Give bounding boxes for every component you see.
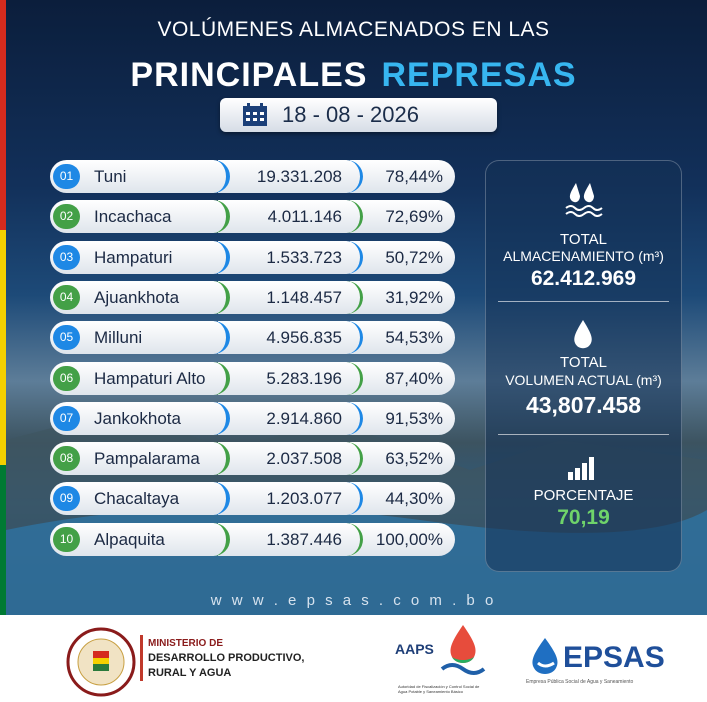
- table-row: 06 Hampaturi Alto 5.283.196 87,40%: [50, 361, 455, 395]
- separator: [498, 434, 669, 435]
- summary-panel: TOTAL ALMACENAMIENTO (m³) 62.412.969 TOT…: [485, 160, 682, 572]
- flag-yellow: [0, 230, 6, 465]
- table-row: 01 Tuni 19.331.208 78,44%: [50, 160, 455, 193]
- volume: 1.387.446: [218, 522, 363, 556]
- reservoir-name: Jankokhota: [50, 401, 230, 435]
- volume: 4.011.146: [218, 200, 363, 234]
- percentage: 50,72%: [350, 240, 455, 274]
- table-row: 09 Chacaltaya 1.203.077 44,30%: [50, 482, 455, 516]
- percentage: 100,00%: [350, 522, 455, 556]
- drop-icon: [574, 320, 592, 349]
- volume: 1.203.077: [218, 482, 363, 516]
- percentage: 87,40%: [350, 361, 455, 395]
- row-number: 01: [53, 164, 80, 189]
- summary-label: TOTAL: [560, 231, 607, 248]
- volume: 4.956.835: [218, 321, 363, 355]
- aaps-name: AAPS: [395, 641, 434, 657]
- percentage: 31,92%: [350, 280, 455, 314]
- summary-value: 62.412.969: [530, 267, 637, 290]
- percentage: 63,52%: [350, 442, 455, 476]
- ministry-line: RURAL Y AGUA: [148, 667, 232, 679]
- epsas-logo: [532, 638, 558, 674]
- percentage: 72,69%: [350, 200, 455, 234]
- poster: VOLÚMENES ALMACENADOS EN LAS PRINCIPALES…: [0, 0, 707, 615]
- reservoir-name: Hampaturi: [50, 240, 230, 274]
- ministry-line: MINISTERIO DE: [148, 638, 224, 649]
- percentage: 44,30%: [350, 482, 455, 516]
- table-row: 05 Milluni 4.956.835 54,53%: [50, 321, 455, 355]
- summary-value: 43,807.458: [525, 392, 642, 418]
- flag-red: [0, 0, 6, 230]
- row-number: 10: [53, 526, 80, 552]
- row-number: 09: [53, 486, 80, 512]
- volume: 19.331.208: [218, 160, 363, 193]
- volume: 1.533.723: [218, 240, 363, 274]
- row-number: 06: [53, 365, 80, 391]
- header-line: VOLÚMENES ALMACENADOS EN LAS: [157, 18, 550, 41]
- table-row: 03 Hampaturi 1.533.723 50,72%: [50, 240, 455, 274]
- title-part: REPRESAS: [381, 56, 577, 94]
- footer: MINISTERIO DE DESARROLLO PRODUCTIVO, RUR…: [0, 615, 707, 702]
- percentage: 91,53%: [350, 401, 455, 435]
- summary-label: TOTAL: [560, 354, 607, 371]
- reservoir-name: Ajuankhota: [50, 280, 230, 314]
- separator: [498, 301, 669, 302]
- table-row: 10 Alpaquita 1.387.446 100,00%: [50, 522, 455, 556]
- aaps-logo: [440, 625, 486, 675]
- epsas-name: EPSAS: [563, 641, 665, 674]
- percentage: 54,53%: [350, 321, 455, 355]
- website: w w w . e p s a s . c o m . b o: [210, 592, 497, 609]
- ministry-line: DESARROLLO PRODUCTIVO,: [148, 652, 305, 664]
- volume: 5.283.196: [218, 361, 363, 395]
- reservoir-name: Alpaquita: [50, 522, 230, 556]
- volume: 2.914.860: [218, 401, 363, 435]
- reservoir-name: Chacaltaya: [50, 482, 230, 516]
- epsas-subtitle: Empresa Pública Social de Agua y Saneami…: [526, 679, 634, 685]
- volume: 2.037.508: [218, 442, 363, 476]
- reservoir-name: Incachaca: [50, 200, 230, 234]
- flag-green: [0, 465, 6, 615]
- summary-label: ALMACENAMIENTO (m³): [503, 248, 664, 264]
- aaps-subtitle: Autoridad de Fiscalización y Control Soc…: [398, 684, 480, 694]
- table-row: 02 Incachaca 4.011.146 72,69%: [50, 200, 455, 234]
- water-icon: [565, 183, 603, 217]
- ministry-seal: [66, 627, 136, 697]
- table-row: 07 Jankokhota 2.914.860 91,53%: [50, 401, 455, 435]
- table-row: 04 Ajuankhota 1.148.457 31,92%: [50, 280, 455, 314]
- summary-label: PORCENTAJE: [533, 487, 634, 504]
- reservoir-name: Tuni: [50, 160, 230, 193]
- table-row: 08 Pampalarama 2.037.508 63,52%: [50, 442, 455, 476]
- title-part: PRINCIPALES: [130, 56, 368, 94]
- reservoir-name: Hampaturi Alto: [50, 361, 230, 395]
- date: 18 - 08 - 2026: [282, 102, 419, 127]
- row-number: 08: [53, 446, 80, 472]
- summary-value: 70,19: [557, 506, 610, 529]
- row-number: 07: [53, 405, 80, 431]
- header-title: PRINCIPALES REPRESAS: [0, 56, 707, 95]
- row-number: 05: [53, 325, 80, 351]
- volume: 1.148.457: [218, 280, 363, 314]
- row-number: 03: [53, 244, 80, 270]
- reservoir-name: Pampalarama: [50, 442, 230, 476]
- summary-label: VOLUMEN ACTUAL (m³): [505, 372, 662, 388]
- divider: [140, 635, 143, 681]
- row-number: 02: [53, 204, 80, 230]
- bars-icon: [568, 457, 594, 480]
- calendar-icon: [243, 103, 267, 126]
- percentage: 78,44%: [350, 160, 455, 193]
- date-box: 18 - 08 - 2026: [220, 98, 497, 132]
- reservoir-name: Milluni: [50, 321, 230, 355]
- row-number: 04: [53, 284, 80, 310]
